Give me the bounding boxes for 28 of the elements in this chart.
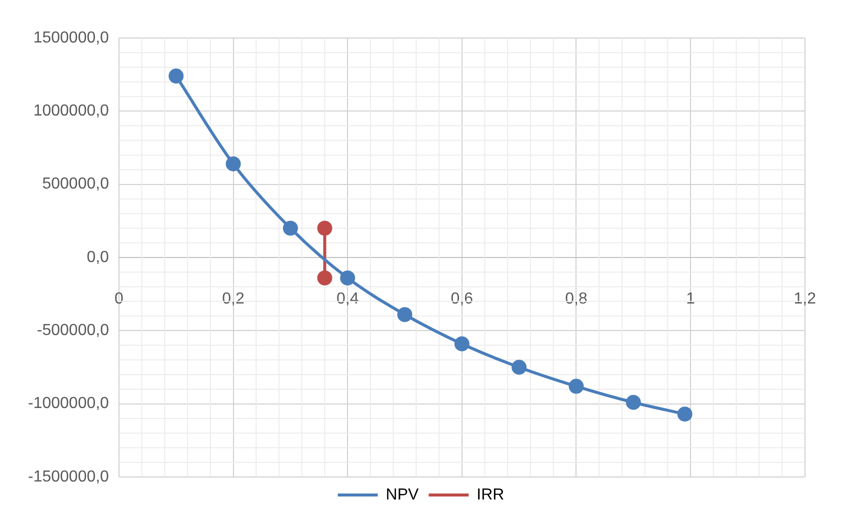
point xyxy=(340,270,356,286)
point xyxy=(226,156,241,172)
point xyxy=(568,378,584,394)
x-tick-label: 0 xyxy=(114,290,124,308)
x-tick-label: 0,4 xyxy=(336,290,359,308)
point xyxy=(317,220,332,236)
y-tick-label: -500000,0 xyxy=(36,322,110,340)
point xyxy=(677,406,692,422)
y-tick-label: -1500000,0 xyxy=(28,468,110,486)
x-tick-label: 1,2 xyxy=(794,290,816,308)
x-tick-label: 0,8 xyxy=(565,290,588,308)
legend-label: IRR xyxy=(476,486,504,504)
y-tick-label: 1500000,0 xyxy=(33,29,110,46)
point xyxy=(512,360,527,375)
x-tick-label: 1 xyxy=(686,290,696,308)
legend-label: NPV xyxy=(386,486,419,504)
x-tick-label: 0,6 xyxy=(450,290,474,308)
y-tick-label: 0,0 xyxy=(86,248,110,266)
y-tick-label: -1000000,0 xyxy=(28,395,110,412)
point xyxy=(626,394,641,410)
point xyxy=(282,220,298,236)
y-tick-label: 500000,0 xyxy=(42,176,110,193)
point xyxy=(454,336,470,352)
point xyxy=(317,270,332,286)
point xyxy=(397,307,412,322)
x-tick-label: 0,2 xyxy=(222,290,244,308)
y-tick-label: 1000000,0 xyxy=(33,102,110,120)
point xyxy=(168,68,184,84)
